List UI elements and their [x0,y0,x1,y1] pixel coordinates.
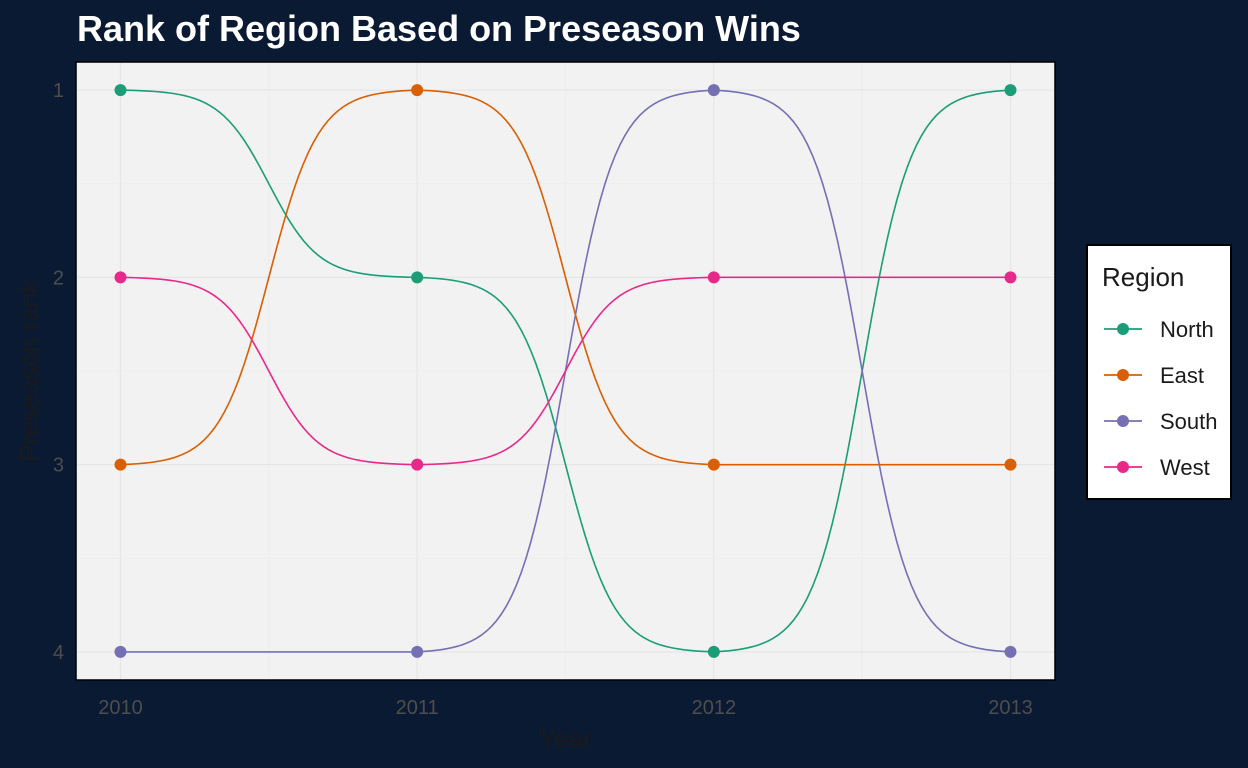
point-west-2013 [1004,271,1017,284]
point-north-2011 [411,271,424,284]
point-north-2010 [114,84,127,97]
x-tick-label: 2012 [692,697,737,719]
legend-label: East [1160,363,1205,388]
y-axis-title: Preseason rank [14,279,44,462]
point-south-2011 [411,645,424,658]
plot-border [75,61,1056,681]
point-west-2011 [411,458,424,471]
point-south-2012 [707,84,720,97]
point-west-2010 [114,271,127,284]
legend-key-south [1104,415,1142,427]
legend: Region North East South West [1086,244,1232,500]
legend-key-north [1104,323,1142,335]
point-north-2013 [1004,84,1017,97]
point-east-2011 [411,84,424,97]
tick-labels: 2010 2011 2012 2013 1 2 3 4 [53,80,1033,719]
point-east-2010 [114,458,127,471]
legend-key-west [1104,461,1142,473]
x-tick-label: 2010 [98,697,143,719]
legend-item-north: North [1088,314,1228,344]
point-east-2012 [707,458,720,471]
point-south-2013 [1004,645,1017,658]
x-axis-title: Year [539,724,592,754]
point-north-2012 [707,645,720,658]
data-points [114,84,1017,658]
point-east-2013 [1004,458,1017,471]
y-tick-label: 3 [53,455,64,477]
series-line-east [120,89,1011,466]
x-tick-label: 2011 [396,697,439,719]
y-tick-label: 1 [53,80,64,102]
legend-label: South [1160,409,1218,434]
point-south-2010 [114,645,127,658]
x-tick-label: 2013 [988,697,1033,719]
legend-key-east [1104,369,1142,381]
legend-label: North [1160,317,1214,342]
y-tick-label: 2 [53,267,64,289]
legend-label: West [1160,455,1210,480]
point-west-2012 [707,271,720,284]
y-tick-label: 4 [53,642,64,664]
series-line-west [120,276,1011,466]
legend-item-west: West [1088,452,1228,482]
legend-item-east: East [1088,360,1228,390]
legend-title: Region [1102,262,1185,292]
series-lines [120,89,1011,653]
legend-item-south: South [1088,406,1228,436]
chart-title: Rank of Region Based on Preseason Wins [77,8,801,49]
